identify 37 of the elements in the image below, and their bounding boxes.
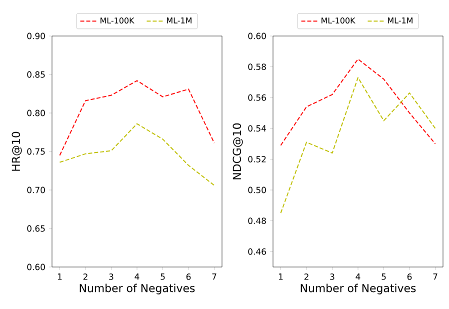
y-tick-label: 0.80 <box>27 110 45 116</box>
x-tick-label: 7 <box>433 274 438 280</box>
x-tick-label: 6 <box>186 274 191 280</box>
y-tick-label: 0.48 <box>248 218 266 224</box>
x-tick-label: 4 <box>134 274 140 280</box>
y-tick-label: 0.90 <box>27 32 45 40</box>
line-series <box>59 80 215 156</box>
line-series <box>59 123 215 186</box>
x-tick-label: 2 <box>83 274 88 280</box>
y-axis-title: HR@10 <box>12 132 22 171</box>
x-tick-label: 2 <box>304 274 308 280</box>
y-tick-label: 0.50 <box>248 186 266 194</box>
x-tick-label: 3 <box>109 274 114 280</box>
y-tick-label: 0.60 <box>248 32 266 40</box>
x-tick-label: 6 <box>407 274 412 280</box>
x-tick-label: 1 <box>278 274 283 280</box>
x-axis-title: Number of Negatives <box>80 284 195 294</box>
x-tick-label: 4 <box>356 274 360 280</box>
x-tick-label: 3 <box>330 274 334 280</box>
line-series <box>280 58 436 146</box>
line-series <box>280 77 436 214</box>
y-tick-label: 0.65 <box>27 225 45 232</box>
y-axis-title: NDCG@10 <box>232 123 243 180</box>
x-tick-label: 5 <box>160 274 165 280</box>
x-axis-title: Number of Negatives <box>300 284 416 294</box>
y-tick-label: 0.70 <box>27 186 45 194</box>
y-tick-label: 0.60 <box>27 264 45 270</box>
y-tick-label: 0.75 <box>27 148 45 155</box>
y-tick-label: 0.54 <box>248 125 266 132</box>
y-tick-label: 0.56 <box>248 94 266 101</box>
y-tick-label: 0.46 <box>248 248 266 255</box>
x-tick-label: 5 <box>382 274 386 280</box>
y-tick-label: 0.85 <box>27 71 45 78</box>
x-tick-label: 7 <box>212 274 216 280</box>
y-tick-label: 0.58 <box>248 64 266 70</box>
x-tick-label: 1 <box>58 274 62 280</box>
y-tick-label: 0.52 <box>248 156 266 162</box>
